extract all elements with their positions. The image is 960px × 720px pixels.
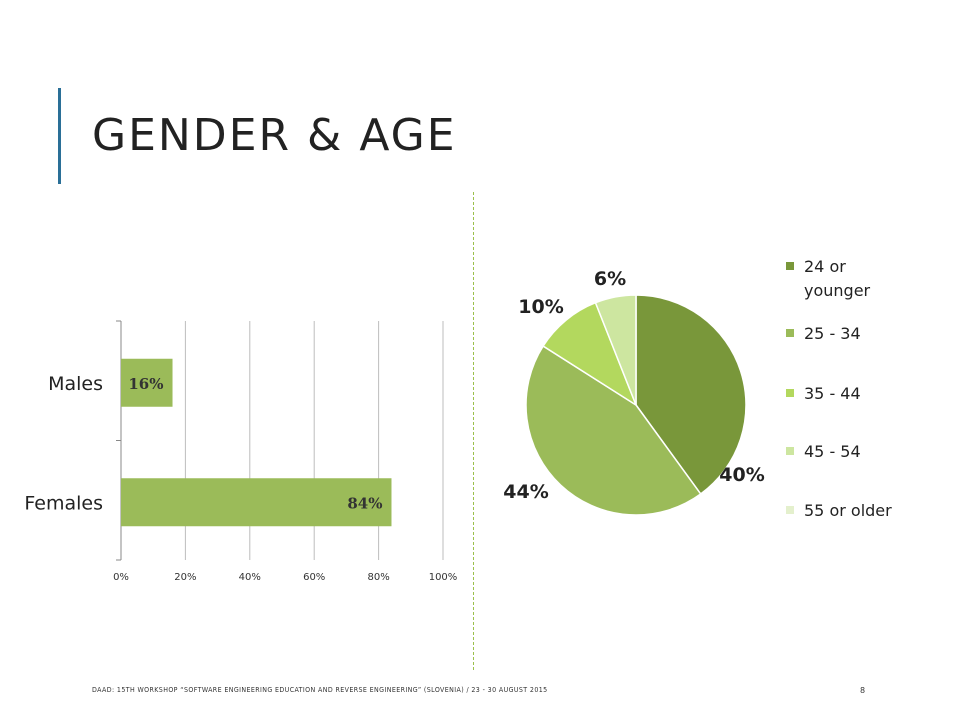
legend-swatch [786, 389, 794, 397]
gender-bar-chart: 0% 20% 40% 60% 80% 100% Males 16% Females 84% [24, 320, 458, 583]
legend-swatch [786, 329, 794, 337]
category-label: Females [24, 492, 103, 514]
legend-swatch [786, 262, 794, 270]
pie-slice [594, 294, 637, 406]
bar [121, 478, 392, 527]
category-label: Males [48, 373, 103, 395]
pie-value-label: 10% [518, 296, 563, 318]
bar [121, 358, 173, 407]
x-tick-label: 0% [113, 572, 129, 583]
x-tick-label: 60% [303, 572, 325, 583]
divider-line [473, 192, 474, 670]
legend-label: 45 - 54 [804, 442, 861, 461]
pie-value-label: 44% [503, 481, 548, 503]
age-pie-chart: 40% 44% 10% 6% 24 or younger 25 - 34 35 - 44 45 … [503, 257, 892, 520]
legend-swatch [786, 506, 794, 514]
legend-label: 55 or older [804, 501, 892, 520]
x-tick-label: 20% [174, 572, 196, 583]
footer-text: DAAD: 15TH WORKSHOP “SOFTWARE ENGINEERIN… [92, 686, 548, 694]
pie-value-label: 6% [594, 268, 626, 290]
legend-label: 25 - 34 [804, 324, 861, 343]
legend-label: 24 or younger [804, 257, 871, 300]
bar-value-label: 84% [347, 494, 382, 512]
page-number: 8 [860, 686, 866, 695]
pie-value-label: 40% [719, 464, 764, 486]
x-tick-label: 40% [239, 572, 261, 583]
legend-swatch [786, 447, 794, 455]
pie-slice [525, 345, 702, 516]
title-accent-bar [58, 88, 61, 184]
page-title: GENDER & AGE [92, 110, 457, 161]
bar-value-label: 16% [128, 375, 163, 393]
x-tick-label: 80% [367, 572, 389, 583]
x-tick-label: 100% [429, 572, 458, 583]
legend-label: 35 - 44 [804, 384, 861, 403]
pie-slice [635, 294, 747, 496]
